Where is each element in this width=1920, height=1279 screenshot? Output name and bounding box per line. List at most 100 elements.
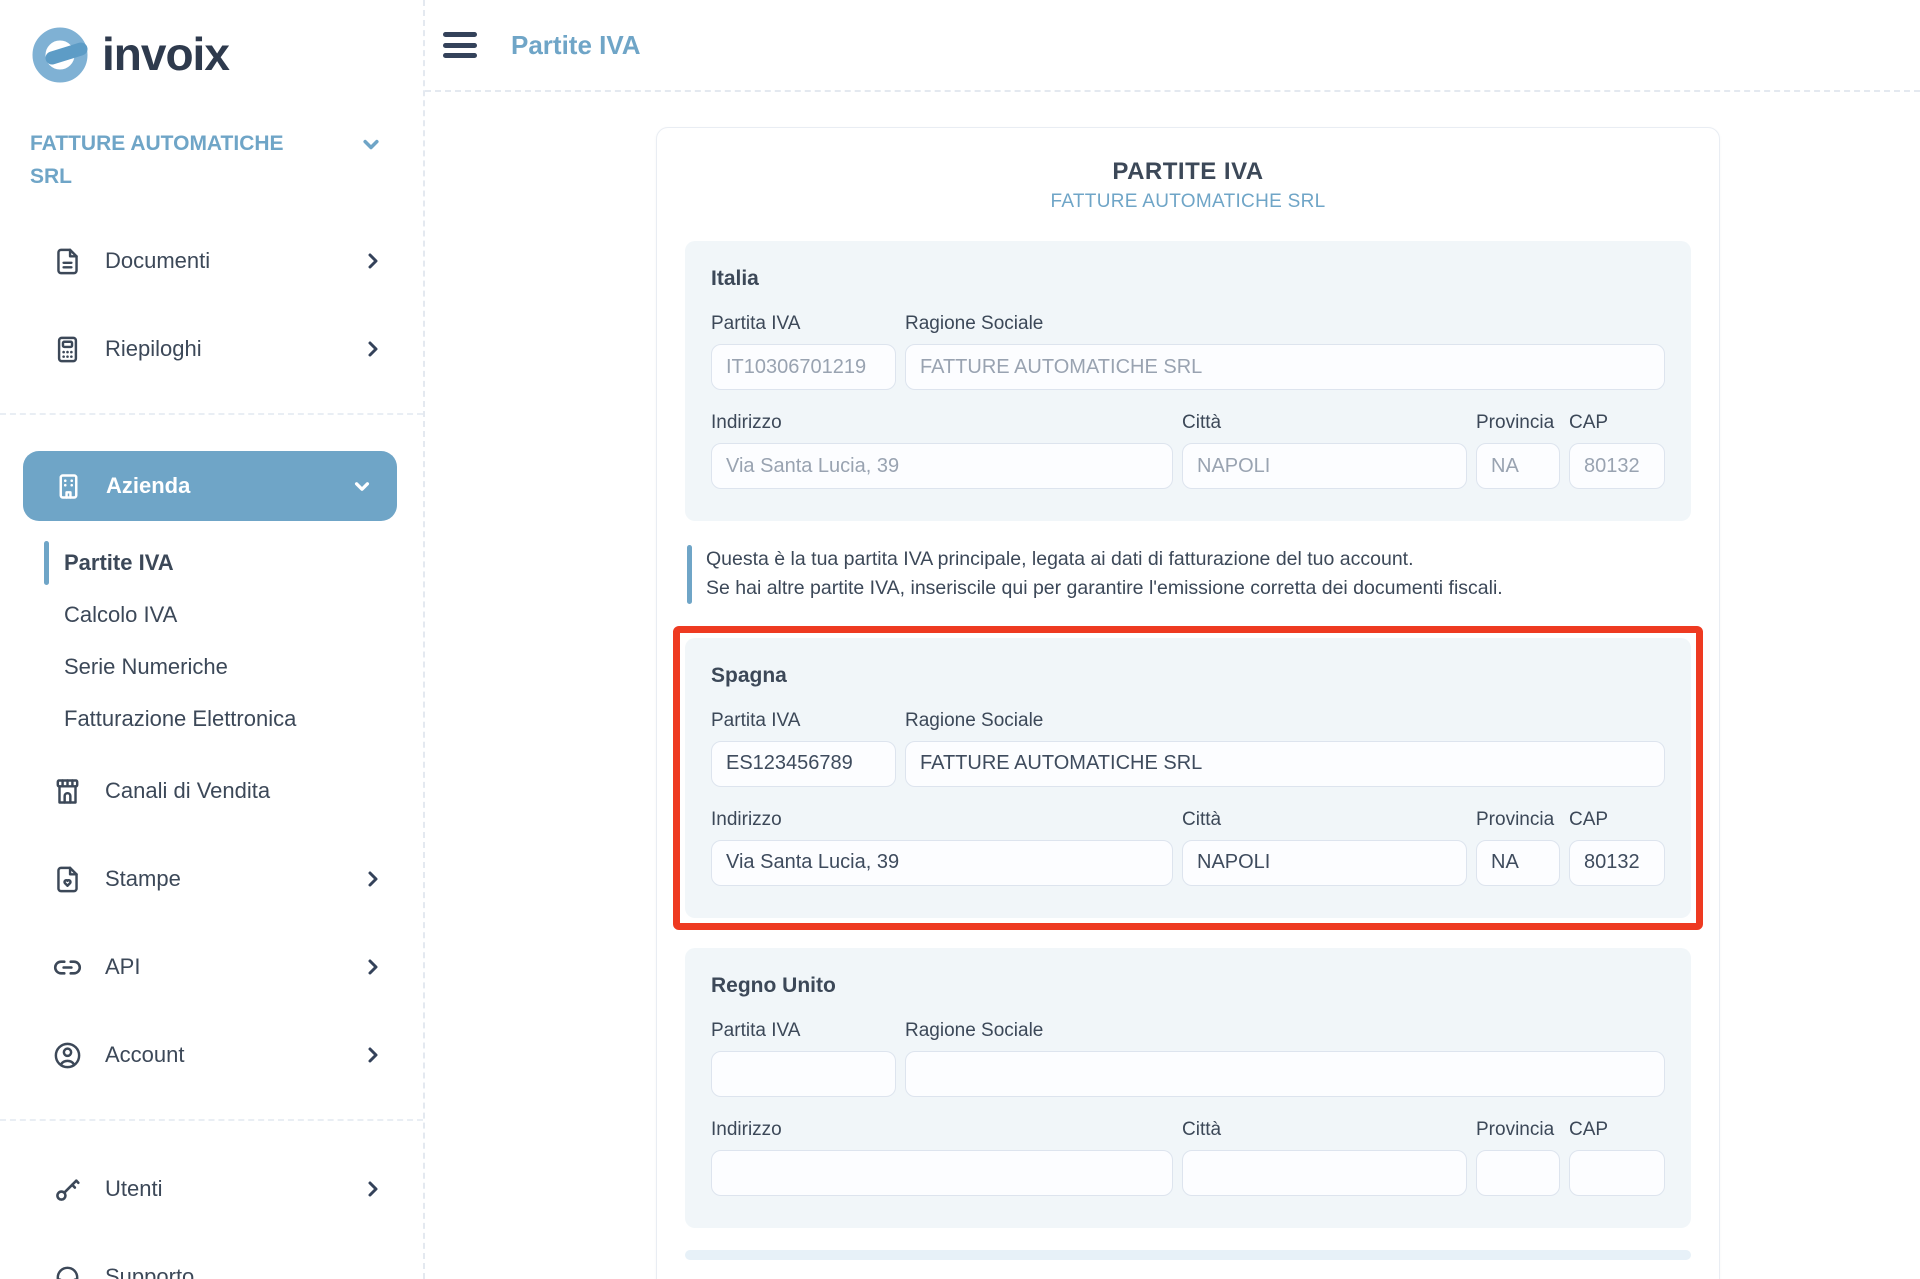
ragione-sociale-label: Ragione Sociale	[905, 709, 1044, 731]
provincia-input[interactable]	[1476, 443, 1560, 489]
cap-input[interactable]	[1569, 443, 1665, 489]
sidebar-item-label: Riepiloghi	[105, 336, 202, 362]
indirizzo-input[interactable]	[711, 443, 1173, 489]
print-icon	[57, 866, 78, 892]
sidebar-nav: Documenti Riepiloghi	[0, 237, 423, 1279]
chevron-right-icon	[368, 871, 378, 887]
sidebar-item-supporto[interactable]: Supporto	[0, 1253, 423, 1279]
sidebar-item-canali-di-vendita[interactable]: Canali di Vendita	[0, 767, 423, 815]
link-icon	[53, 959, 82, 975]
indirizzo-input[interactable]	[711, 1149, 1173, 1196]
invoix-logo-icon	[32, 27, 88, 83]
sidebar-item-api[interactable]: API	[0, 943, 423, 991]
section-title: Italia	[711, 267, 759, 290]
chevron-right-icon	[368, 341, 378, 357]
sidebar-subitem-calcolo-iva[interactable]: Calcolo IVA	[0, 589, 423, 641]
main-area: Partite IVA PARTITE IVA FATTURE AUTOMATI…	[425, 0, 1920, 1279]
key-icon	[56, 1179, 80, 1201]
indirizzo-label: Indirizzo	[711, 412, 782, 433]
partita-iva-label: Partita IVA	[711, 1019, 801, 1041]
indirizzo-label: Indirizzo	[711, 1118, 782, 1140]
company-name: FATTURE AUTOMATICHE SRL	[30, 132, 284, 188]
partita-iva-label: Partita IVA	[711, 709, 801, 731]
provincia-input[interactable]	[1476, 839, 1560, 886]
app-logo[interactable]: invoix	[0, 22, 423, 86]
sidebar-subitem-label: Fatturazione Elettronica	[64, 706, 297, 732]
sidebar-item-label: Utenti	[105, 1176, 163, 1202]
hamburger-menu-icon[interactable]	[443, 32, 477, 58]
store-icon	[56, 778, 79, 804]
sidebar-subitem-partite-iva[interactable]: Partite IVA	[0, 537, 423, 589]
partita-iva-input[interactable]	[711, 1050, 896, 1097]
note-accent-bar	[687, 545, 692, 604]
citta-label: Città	[1182, 412, 1222, 433]
sidebar-subitem-serie-numeriche[interactable]: Serie Numeriche	[0, 641, 423, 693]
chevron-down-icon	[354, 482, 370, 491]
citta-input[interactable]	[1182, 839, 1467, 886]
cap-label: CAP	[1569, 1118, 1609, 1140]
partita-iva-label: Partita IVA	[711, 313, 801, 334]
indirizzo-input[interactable]	[711, 839, 1173, 886]
section-regno-unito: Regno Unito Partita IVA Ragione Sociale …	[685, 947, 1691, 1228]
sidebar-item-label: Documenti	[105, 248, 211, 274]
sidebar: invoix FATTURE AUTOMATICHE SRL Documenti	[0, 0, 425, 1279]
active-indicator-bar	[44, 541, 49, 586]
citta-input[interactable]	[1182, 1149, 1467, 1196]
ragione-sociale-input[interactable]	[905, 344, 1665, 390]
company-selector[interactable]: FATTURE AUTOMATICHE SRL	[0, 128, 423, 193]
building-icon	[59, 473, 78, 499]
partita-iva-input[interactable]	[711, 740, 896, 787]
card-subtitle: FATTURE AUTOMATICHE SRL	[1050, 191, 1326, 212]
cap-label: CAP	[1569, 808, 1609, 830]
cap-input[interactable]	[1569, 1149, 1665, 1196]
section-italia: Italia Partita IVA Ragione Sociale Indir…	[685, 241, 1691, 521]
note-line-2: Se hai altre partite IVA, inseriscile qu…	[706, 577, 1503, 600]
sidebar-item-label: Supporto	[105, 1264, 195, 1279]
ragione-sociale-input[interactable]	[905, 1050, 1665, 1097]
account-icon	[54, 1042, 81, 1068]
info-note: Questa è la tua partita IVA principale, …	[687, 545, 1691, 604]
top-bar: Partite IVA	[425, 0, 1920, 92]
citta-label: Città	[1182, 808, 1222, 830]
sidebar-item-azienda[interactable]: Azienda	[23, 451, 397, 522]
ragione-sociale-input[interactable]	[905, 740, 1665, 787]
scroll-track-bar[interactable]	[685, 1249, 1691, 1260]
sidebar-item-documenti[interactable]: Documenti	[0, 237, 423, 285]
citta-label: Città	[1182, 1118, 1222, 1140]
partite-iva-card: PARTITE IVA FATTURE AUTOMATICHE SRL Ital…	[656, 127, 1720, 1279]
card-title: PARTITE IVA	[1112, 158, 1264, 185]
sidebar-item-riepiloghi[interactable]: Riepiloghi	[0, 325, 423, 373]
section-spagna: Spagna Partita IVA Ragione Sociale Indir…	[685, 637, 1691, 918]
indirizzo-label: Indirizzo	[711, 808, 782, 830]
sidebar-subitem-label: Calcolo IVA	[64, 602, 178, 628]
ragione-sociale-label: Ragione Sociale	[905, 1019, 1044, 1041]
chevron-right-icon	[368, 1047, 378, 1063]
headset-icon	[56, 1266, 79, 1279]
sidebar-divider	[0, 1119, 423, 1122]
partita-iva-input[interactable]	[711, 344, 896, 390]
sidebar-item-utenti[interactable]: Utenti	[0, 1165, 423, 1213]
sidebar-item-label: Azienda	[106, 473, 191, 499]
sidebar-item-stampe[interactable]: Stampe	[0, 855, 423, 903]
annotation-red-frame: Spagna Partita IVA Ragione Sociale Indir…	[673, 625, 1703, 930]
section-title: Spagna	[711, 663, 787, 687]
provincia-label: Provincia	[1476, 808, 1555, 830]
chevron-right-icon	[368, 253, 378, 269]
citta-input[interactable]	[1182, 443, 1467, 489]
sidebar-item-label: Account	[105, 1042, 185, 1068]
cap-input[interactable]	[1569, 839, 1665, 886]
page-title: Partite IVA	[511, 29, 641, 60]
chevron-right-icon	[368, 959, 378, 975]
sidebar-subitem-label: Partite IVA	[64, 550, 174, 576]
sidebar-divider	[0, 413, 423, 416]
provincia-input[interactable]	[1476, 1149, 1560, 1196]
sidebar-item-label: Stampe	[105, 866, 181, 892]
sidebar-item-label: API	[105, 954, 141, 980]
sidebar-item-account[interactable]: Account	[0, 1031, 423, 1079]
sidebar-subitem-fatturazione-elettronica[interactable]: Fatturazione Elettronica	[0, 693, 423, 745]
note-line-1: Questa è la tua partita IVA principale, …	[706, 548, 1414, 570]
app-logo-text: invoix	[102, 28, 230, 80]
sidebar-item-label: Canali di Vendita	[105, 778, 271, 804]
chevron-right-icon	[368, 1181, 378, 1197]
chevron-down-icon	[363, 139, 379, 150]
